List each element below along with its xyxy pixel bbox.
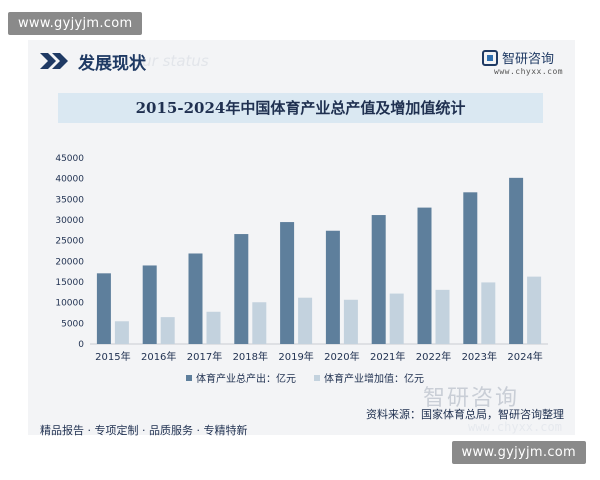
y-tick-label: 10000 xyxy=(55,299,84,309)
bar-added-value xyxy=(481,282,496,344)
bar-total-output xyxy=(188,253,203,344)
section-title: 发展现状 xyxy=(78,54,146,74)
bar-added-value xyxy=(527,276,542,344)
brand-url: www.chyxx.com xyxy=(494,67,564,76)
watermark-url: www.chyxx.com xyxy=(468,420,562,434)
chart-title: 2015-2024年中国体育产业总产值及增加值统计 xyxy=(135,99,466,117)
y-tick-label: 5000 xyxy=(61,319,84,329)
y-tick-label: 40000 xyxy=(55,175,84,185)
y-tick-label: 45000 xyxy=(55,154,84,164)
double-chevron-icon xyxy=(40,53,68,69)
header-ghost-text: our status xyxy=(133,52,209,70)
x-tick-label: 2023年 xyxy=(462,350,497,363)
bar-total-output xyxy=(463,192,478,344)
bar-total-output xyxy=(234,234,249,344)
bar-total-output xyxy=(509,177,524,344)
report-card: our status 发展现状 智研咨询 www.chyxx.com 2015-… xyxy=(28,40,575,437)
x-tick-label: 2024年 xyxy=(507,350,542,363)
y-tick-label: 0 xyxy=(78,340,84,350)
bar-total-output xyxy=(96,273,111,344)
bar-added-value xyxy=(435,289,450,344)
chart-title-bar: 2015-2024年中国体育产业总产值及增加值统计 xyxy=(58,93,543,123)
x-tick-label: 2020年 xyxy=(324,350,359,363)
bar-added-value xyxy=(252,302,267,344)
watermark-text: 智研咨询 xyxy=(423,386,520,411)
section-header: our status 发展现状 智研咨询 www.chyxx.com xyxy=(28,40,575,85)
y-tick-label: 15000 xyxy=(55,278,84,288)
legend-label-total: 体育产业总产出：亿元 xyxy=(196,372,296,385)
bar-total-output xyxy=(417,207,432,344)
x-tick-label: 2021年 xyxy=(370,350,405,363)
bar-added-value xyxy=(114,321,129,344)
bar-chart: 0 5000 10000 15000 20000 25000 30000 35000 40000… xyxy=(55,154,548,385)
bar-added-value xyxy=(298,297,313,344)
bar-added-value xyxy=(389,293,404,344)
brand-name: 智研咨询 xyxy=(502,52,555,67)
bar-total-output xyxy=(280,222,295,344)
x-tick-label: 2015年 xyxy=(95,350,130,363)
bar-added-value xyxy=(160,317,175,344)
x-tick-label: 2018年 xyxy=(233,350,268,363)
site-url-badge-bottom: www.gyjyjm.com xyxy=(451,441,586,464)
brand-logo-icon xyxy=(482,50,498,66)
data-source: 资料来源：国家体育总局，智研咨询整理 xyxy=(366,408,564,421)
x-tick-label: 2022年 xyxy=(416,350,451,363)
x-tick-label: 2016年 xyxy=(141,350,176,363)
x-tick-label: 2017年 xyxy=(187,350,222,363)
bar-total-output xyxy=(325,230,340,344)
y-tick-label: 25000 xyxy=(55,237,84,247)
bar-total-output xyxy=(142,265,157,344)
legend-swatch-total xyxy=(186,375,192,381)
site-url-badge: www.gyjyjm.com xyxy=(8,12,143,35)
y-tick-label: 35000 xyxy=(55,195,84,205)
x-tick-label: 2019年 xyxy=(278,350,313,363)
bar-added-value xyxy=(206,311,221,344)
y-tick-label: 20000 xyxy=(55,257,84,267)
bar-total-output xyxy=(371,215,386,344)
legend-swatch-added xyxy=(314,375,320,381)
legend-label-added: 体育产业增加值：亿元 xyxy=(324,372,424,385)
footer-slogan: 精品报告 · 专项定制 · 品质服务 · 专精特新 xyxy=(40,424,248,437)
bar-added-value xyxy=(343,299,358,344)
y-tick-label: 30000 xyxy=(55,216,84,226)
